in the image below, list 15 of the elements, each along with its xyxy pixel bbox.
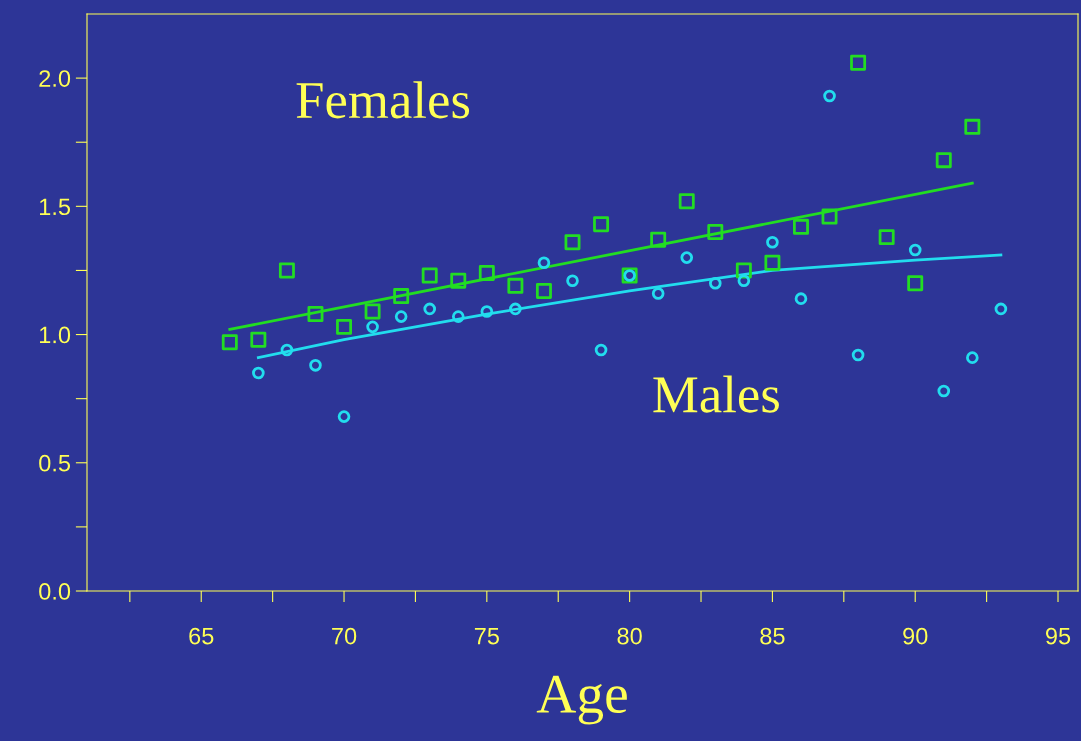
y-tick-label: 1.0 [40, 326, 71, 344]
series-label: Males [653, 375, 779, 413]
y-tick-label: 0.5 [39, 454, 71, 472]
x-tick-label: 70 [332, 627, 357, 645]
text: Females [296, 81, 470, 119]
y-tick-label: 1.5 [40, 198, 71, 216]
y-tick-label: 0.0 [39, 583, 71, 600]
x-tick-label: 90 [903, 627, 928, 645]
x-tick-label: 95 [1045, 627, 1071, 645]
x-tick-label: 85 [760, 627, 785, 645]
x-tick-label: 80 [617, 627, 642, 645]
x-axis-title: Age [536, 675, 627, 725]
x-tick-label: 65 [189, 627, 214, 645]
x-tick-label: 75 [474, 627, 499, 645]
y-tick-label: 2.0 [39, 70, 71, 87]
